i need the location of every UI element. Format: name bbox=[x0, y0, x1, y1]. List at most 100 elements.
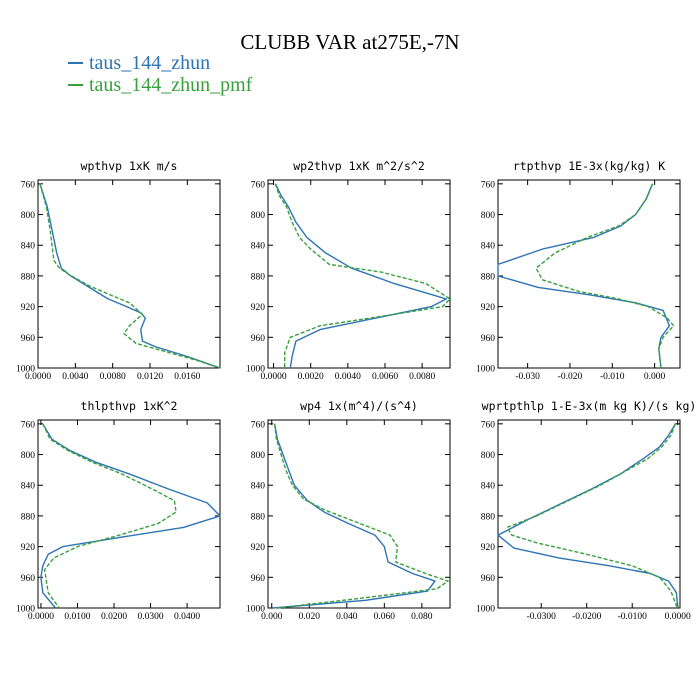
y-tick-label: 760 bbox=[251, 180, 266, 190]
legend-item-2: taus_144_zhun_pmf bbox=[68, 74, 252, 96]
y-tick-label: 800 bbox=[481, 211, 496, 221]
legend-swatch-1 bbox=[68, 62, 83, 64]
y-tick-label: 840 bbox=[481, 482, 496, 492]
x-tick-label: 0.060 bbox=[374, 612, 396, 622]
y-tick-label: 880 bbox=[481, 512, 496, 522]
x-tick-label: 0.0200 bbox=[101, 612, 127, 622]
panel-wp4: wp4 1x(m^4)/(s^4)76080084088092096010000… bbox=[246, 399, 451, 622]
y-tick-label: 800 bbox=[251, 211, 266, 221]
x-tick-label: -0.020 bbox=[558, 372, 583, 382]
y-tick-label: 760 bbox=[21, 180, 36, 190]
series-line-2 bbox=[535, 183, 675, 369]
x-tick-label: -0.0200 bbox=[572, 612, 602, 622]
series-line-2 bbox=[274, 183, 451, 368]
x-tick-label: 0.0000 bbox=[665, 612, 691, 622]
y-tick-label: 1000 bbox=[246, 365, 265, 375]
x-tick-label: 0.0040 bbox=[335, 372, 361, 382]
y-tick-label: 1000 bbox=[16, 365, 35, 375]
panel-wpthvp: wpthvp 1xK m/s76080084088092096010000.00… bbox=[16, 159, 221, 382]
legend-item-1: taus_144_zhun bbox=[68, 52, 252, 74]
plot-frame bbox=[37, 179, 221, 369]
plot-frame bbox=[497, 179, 681, 369]
x-tick-label: 0.0000 bbox=[25, 372, 51, 382]
y-tick-label: 1000 bbox=[476, 605, 495, 615]
y-tick-label: 880 bbox=[481, 272, 496, 282]
series-line-1 bbox=[497, 423, 679, 609]
legend: taus_144_zhun taus_144_zhun_pmf bbox=[68, 52, 252, 96]
y-tick-label: 880 bbox=[21, 272, 36, 282]
legend-label-2: taus_144_zhun_pmf bbox=[89, 74, 253, 96]
series-line-1 bbox=[272, 423, 436, 609]
x-tick-label: 0.0120 bbox=[137, 372, 163, 382]
y-tick-label: 840 bbox=[481, 242, 496, 252]
y-tick-label: 920 bbox=[481, 543, 496, 553]
y-tick-label: 840 bbox=[251, 482, 266, 492]
series-line-2 bbox=[39, 183, 221, 369]
y-tick-label: 760 bbox=[21, 420, 36, 430]
y-tick-label: 920 bbox=[481, 303, 496, 313]
legend-swatch-2 bbox=[68, 84, 83, 86]
y-tick-label: 1000 bbox=[16, 605, 35, 615]
y-tick-label: 920 bbox=[251, 303, 266, 313]
panel-wprtpthlp: wprtpthlp 1-E-3x(m kg K)/(s kg) 760 800 840… bbox=[476, 399, 697, 622]
y-tick-label: 960 bbox=[481, 574, 496, 584]
x-tick-label: 0.0080 bbox=[409, 372, 435, 382]
y-tick-label: 1000 bbox=[476, 365, 495, 375]
panel-rtpthvp: rtpthvp 1E-3x(kg/kg) K 760 800 840 880 920 960… bbox=[476, 159, 681, 382]
x-tick-label: 0.0080 bbox=[100, 372, 126, 382]
y-tick-label: 760 bbox=[481, 180, 496, 190]
y-tick-label: 880 bbox=[251, 512, 266, 522]
x-tick-label: 0.0160 bbox=[174, 372, 200, 382]
y-tick-label: 840 bbox=[21, 482, 36, 492]
y-tick-label: 880 bbox=[251, 272, 266, 282]
y-tick-label: 960 bbox=[251, 574, 266, 584]
plot-frame bbox=[37, 419, 221, 609]
y-tick-label: 920 bbox=[251, 543, 266, 553]
panel-title: wp2thvp 1xK m^2/s^2 bbox=[293, 159, 425, 173]
series-line-2 bbox=[273, 423, 449, 609]
series-line-2 bbox=[506, 423, 678, 609]
panel-wp2thvp: wp2thvp 1xK m^2/s^2 760 800 840 880 920 960 100… bbox=[246, 159, 451, 382]
x-tick-label: 0.000 bbox=[644, 372, 666, 382]
y-tick-label: 800 bbox=[481, 451, 496, 461]
x-tick-label: 0.0300 bbox=[137, 612, 163, 622]
y-tick-label: 760 bbox=[251, 420, 266, 430]
y-tick-label: 1000 bbox=[246, 605, 265, 615]
y-tick-label: 840 bbox=[21, 242, 36, 252]
series-line-1 bbox=[40, 423, 221, 609]
x-tick-label: 0.0020 bbox=[298, 372, 324, 382]
y-tick-label: 960 bbox=[481, 334, 496, 344]
x-tick-label: -0.030 bbox=[515, 372, 540, 382]
y-tick-label: 920 bbox=[21, 303, 36, 313]
figure-title: CLUBB VAR at275E,-7N bbox=[240, 30, 460, 54]
plot-frame bbox=[267, 419, 451, 609]
y-tick-label: 880 bbox=[21, 512, 36, 522]
y-tick-label: 920 bbox=[21, 543, 36, 553]
x-tick-label: 0.0400 bbox=[174, 612, 200, 622]
panel-title: wprtpthlp 1-E-3x(m kg K)/(s kg) bbox=[482, 399, 697, 413]
x-tick-label: 0.0000 bbox=[261, 372, 287, 382]
y-tick-label: 760 bbox=[481, 420, 496, 430]
panel-title: wpthvp 1xK m/s bbox=[81, 159, 178, 173]
plot-frame bbox=[267, 179, 451, 369]
series-line-1 bbox=[39, 183, 221, 369]
panel-title: rtpthvp 1E-3x(kg/kg) K bbox=[513, 159, 665, 173]
y-tick-label: 960 bbox=[21, 334, 36, 344]
legend-label-1: taus_144_zhun bbox=[89, 52, 211, 74]
y-tick-label: 800 bbox=[21, 451, 36, 461]
panel-title: thlpthvp 1xK^2 bbox=[81, 399, 178, 413]
x-tick-label: 0.0000 bbox=[28, 612, 54, 622]
y-tick-label: 960 bbox=[251, 334, 266, 344]
x-tick-label: -0.0100 bbox=[618, 612, 648, 622]
x-tick-label: 0.080 bbox=[411, 612, 433, 622]
series-line-2 bbox=[42, 423, 177, 609]
plot-frame bbox=[497, 419, 681, 609]
x-tick-label: -0.0300 bbox=[527, 612, 557, 622]
y-tick-label: 800 bbox=[21, 211, 36, 221]
panel-title: wp4 1x(m^4)/(s^4) bbox=[300, 399, 418, 413]
series-line-1 bbox=[274, 183, 448, 369]
y-tick-label: 960 bbox=[21, 574, 36, 584]
x-tick-label: 0.0040 bbox=[62, 372, 88, 382]
x-tick-label: 0.0100 bbox=[64, 612, 90, 622]
